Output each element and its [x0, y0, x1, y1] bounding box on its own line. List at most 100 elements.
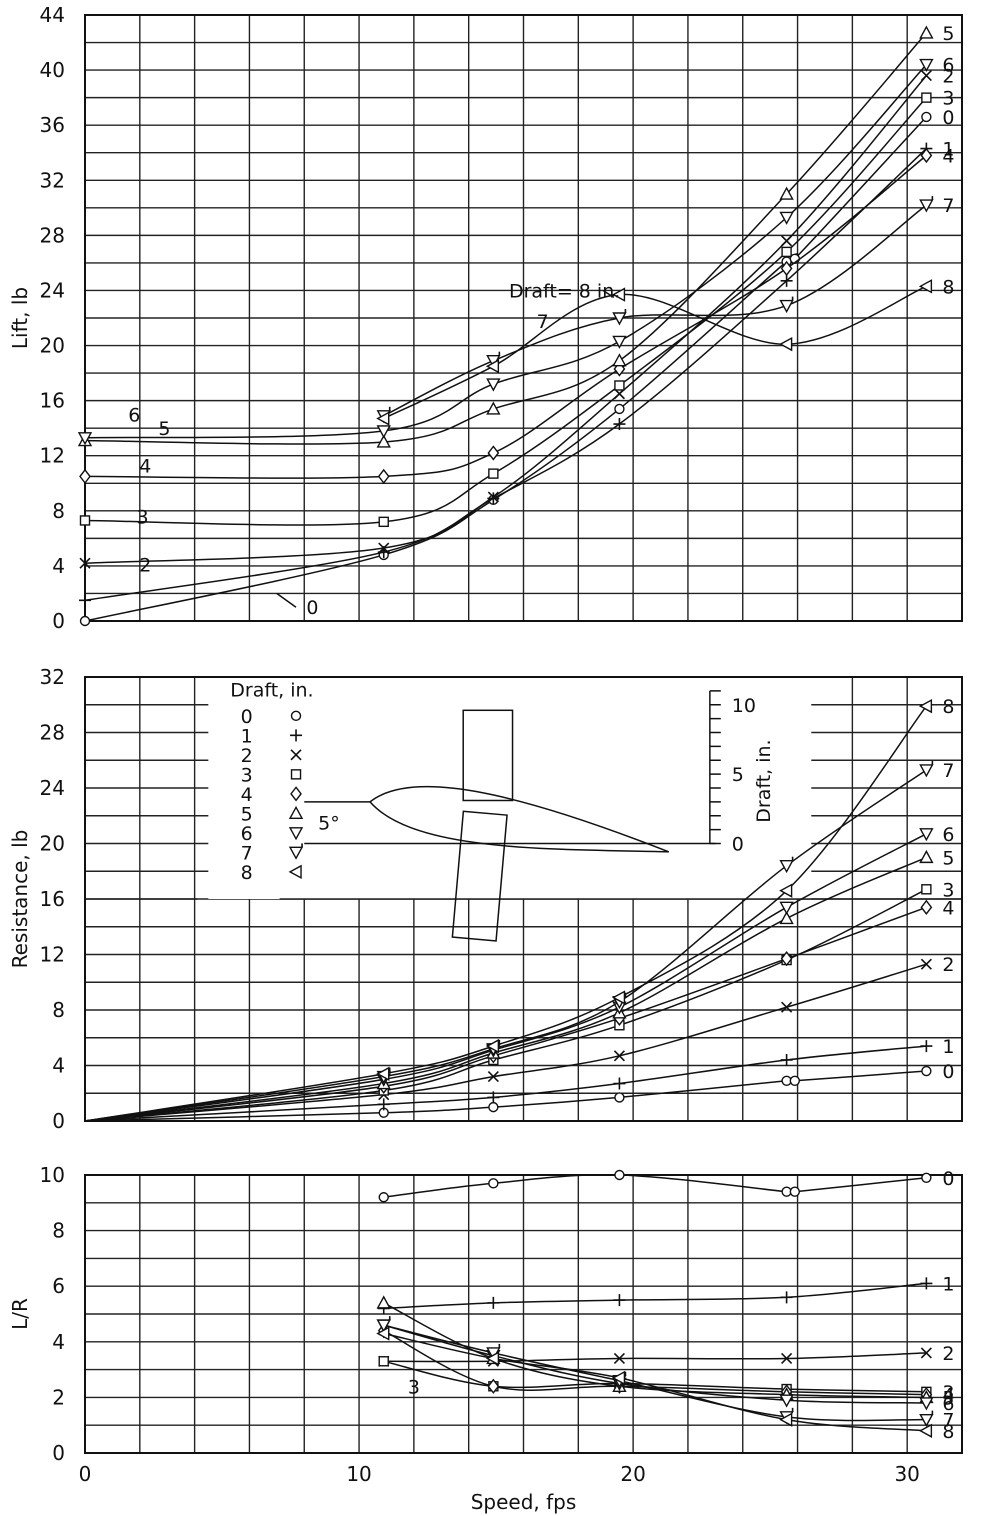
data-point — [781, 1001, 793, 1013]
legend-marker-shape — [288, 805, 304, 820]
series-line — [84, 32, 927, 445]
series-line — [84, 705, 927, 1122]
data-point-shape — [920, 1347, 932, 1359]
legend-marker — [290, 769, 302, 780]
data-point-shape — [780, 1291, 793, 1304]
legend-marker-shape — [290, 729, 303, 742]
series-label: 3 — [137, 506, 149, 528]
data-point-shape — [789, 1075, 801, 1086]
series-3: 3 — [84, 879, 954, 1122]
data-point-shape — [485, 1351, 500, 1366]
data-point-shape — [779, 336, 793, 352]
data-point — [780, 274, 793, 287]
series-label: 5 — [158, 418, 170, 440]
series-line — [84, 154, 927, 479]
data-point — [378, 516, 389, 528]
y-tick-label: 32 — [40, 665, 65, 689]
data-point — [611, 1370, 626, 1386]
data-point — [921, 92, 932, 103]
series-end-label: 2 — [942, 954, 954, 976]
data-point-shape — [487, 1378, 500, 1394]
series-label: 4 — [139, 455, 151, 477]
data-point — [376, 434, 391, 448]
draft-scale-title: Draft, in. — [753, 739, 775, 822]
hydrofoil — [368, 785, 670, 853]
data-point-shape — [487, 492, 500, 505]
data-point — [779, 211, 794, 225]
data-point — [613, 1352, 625, 1365]
data-point — [921, 1065, 932, 1077]
data-point-shape — [488, 1178, 499, 1189]
series-end-label: 4 — [942, 897, 954, 919]
data-point — [377, 1098, 390, 1111]
data-point — [789, 1075, 801, 1086]
series-1: 1 — [79, 139, 954, 607]
data-point-shape — [487, 1091, 500, 1104]
series-1: 1 — [84, 1036, 954, 1122]
data-point — [920, 899, 933, 915]
series-5: 5 — [77, 23, 954, 448]
data-point-shape — [780, 274, 793, 287]
data-point-shape — [779, 1394, 794, 1408]
series-label: 0 — [306, 597, 318, 619]
y-tick-label: 0 — [52, 1441, 65, 1465]
data-point-shape — [376, 1066, 390, 1081]
data-point — [376, 1326, 390, 1341]
series-end-label: 0 — [942, 107, 954, 129]
x-tick-label: 20 — [620, 1462, 645, 1486]
data-point — [920, 958, 932, 970]
data-point — [919, 58, 934, 73]
series-1: 1 — [377, 1273, 954, 1315]
legend-marker-shape — [288, 827, 304, 841]
data-point — [779, 1394, 794, 1408]
data-point-shape — [376, 411, 390, 426]
data-point — [487, 491, 499, 503]
data-point — [919, 196, 934, 213]
data-point-shape — [613, 1077, 626, 1090]
data-point-shape — [920, 899, 933, 915]
series-8: 8 — [376, 276, 954, 426]
data-point — [920, 1040, 933, 1053]
y-tick-label: 4 — [52, 1330, 65, 1354]
angle-label: 5° — [318, 813, 340, 835]
data-point — [79, 468, 91, 485]
series-6: 6 — [376, 1319, 954, 1415]
legend-marker-shape — [290, 749, 302, 761]
y-tick-label: 44 — [40, 3, 65, 27]
data-point-shape — [377, 1098, 390, 1111]
data-point-shape — [487, 1296, 500, 1309]
data-point-shape — [485, 359, 500, 374]
grid — [84, 1174, 963, 1454]
data-point — [918, 279, 933, 294]
series-end-label: 7 — [942, 195, 954, 217]
series-line — [84, 97, 927, 526]
data-point-shape — [79, 615, 91, 627]
data-point-shape — [781, 1001, 793, 1013]
data-point — [376, 1295, 391, 1309]
data-point-shape — [487, 445, 500, 461]
data-point — [781, 246, 792, 258]
y-tick-label: 32 — [40, 168, 65, 192]
data-point — [612, 353, 627, 367]
series-0: 0 — [378, 1168, 954, 1203]
data-point-shape — [920, 147, 933, 164]
y-axis-label: L/R — [8, 1298, 32, 1330]
data-point — [376, 425, 391, 439]
series-end-label: 8 — [942, 276, 954, 298]
y-tick-label: 8 — [52, 998, 65, 1022]
legend-marker-shape — [288, 846, 304, 860]
legend-marker — [290, 710, 302, 722]
series-line — [84, 75, 927, 564]
series-end-label: 6 — [942, 1393, 954, 1415]
series-line — [383, 1282, 927, 1310]
data-point — [789, 1186, 801, 1197]
data-point — [781, 1352, 793, 1365]
data-point-shape — [378, 516, 389, 528]
data-point-shape — [919, 1413, 934, 1428]
series-end-label: 7 — [942, 1410, 954, 1432]
series-end-label: 4 — [942, 1385, 954, 1407]
data-point-shape — [613, 418, 626, 431]
data-point — [780, 260, 793, 277]
y-tick-label: 6 — [52, 1274, 65, 1298]
data-point-shape — [780, 1053, 793, 1066]
